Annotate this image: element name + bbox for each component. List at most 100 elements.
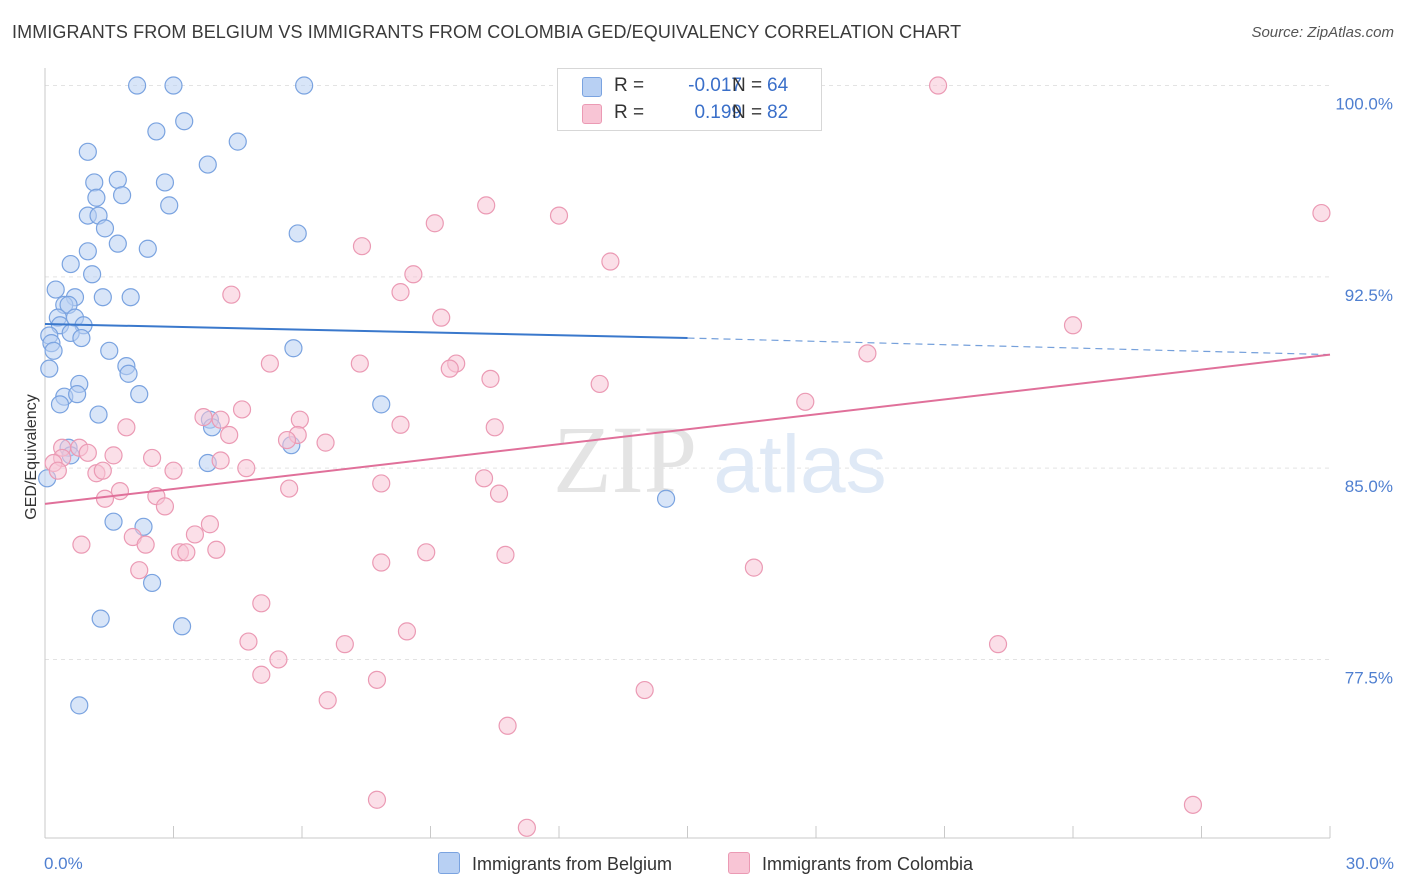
belgium-point <box>138 239 157 258</box>
y-tick-label: 100.0% <box>1335 95 1393 114</box>
belgium-point <box>228 132 247 151</box>
colombia-point <box>280 479 299 498</box>
belgium-point <box>119 364 138 383</box>
legend-label-belgium: Immigrants from Belgium <box>472 854 673 874</box>
colombia-point <box>440 359 459 378</box>
colombia-point <box>496 545 515 564</box>
belgium-point <box>93 288 112 307</box>
colombia-point <box>601 252 620 271</box>
belgium-point <box>72 328 91 348</box>
colombia-point <box>220 425 239 445</box>
belgium-point <box>160 196 179 215</box>
belgium-point <box>147 122 166 141</box>
colombia-point <box>372 553 391 572</box>
colombia-point <box>185 525 205 544</box>
colombia-point <box>988 635 1008 654</box>
colombia-point <box>110 481 130 501</box>
colombia-trend-line <box>44 353 1331 505</box>
legend-n-label: N = <box>732 75 763 96</box>
colombia-point <box>858 344 877 363</box>
belgium-point <box>112 186 132 205</box>
colombia-point <box>78 443 97 462</box>
colombia-point <box>477 196 496 215</box>
colombia-point <box>290 410 309 429</box>
belgium-point <box>100 341 119 360</box>
colombia-point <box>260 354 279 373</box>
colombia-point <box>928 76 948 95</box>
belgium-point <box>142 573 162 593</box>
legend-label-colombia: Immigrants from Colombia <box>762 854 974 874</box>
colombia-point <box>796 392 815 411</box>
colombia-point <box>1183 795 1203 814</box>
belgium-point <box>164 76 183 95</box>
colombia-point <box>72 535 91 554</box>
belgium-point <box>104 512 123 531</box>
belgium-point <box>87 188 106 207</box>
colombia-point <box>136 535 155 554</box>
legend-r-value: -0.017 <box>688 75 742 96</box>
watermark-zip: ZIP <box>553 406 697 513</box>
colombia-point <box>222 285 241 304</box>
colombia-point <box>367 670 387 689</box>
colombia-point <box>237 459 256 478</box>
colombia-point <box>489 484 509 503</box>
belgium-point <box>78 142 97 161</box>
grid-layer <box>45 85 1332 660</box>
colombia-point <box>164 461 183 480</box>
legend-swatch-belgium <box>582 77 602 97</box>
belgium-point <box>85 173 104 192</box>
colombia-point <box>744 558 763 577</box>
colombia-point <box>481 369 500 388</box>
legend-item-belgium[interactable]: Immigrants from Belgium <box>438 852 672 875</box>
colombia-point <box>590 374 609 394</box>
colombia-point <box>252 665 271 684</box>
colombia-point <box>425 214 444 233</box>
belgium-point <box>108 170 127 189</box>
x-tick-label-max: 30.0% <box>1346 854 1394 873</box>
legend-swatch-belgium <box>438 852 460 874</box>
axes-layer <box>44 68 1331 839</box>
colombia-point <box>367 790 387 809</box>
belgium-point <box>656 489 676 508</box>
y-axis-label: GED/Equivalency <box>23 394 40 519</box>
belgium-point <box>78 242 97 261</box>
trend-layer <box>44 323 1331 505</box>
legend-n-value: 82 <box>767 102 789 123</box>
colombia-point <box>404 265 423 284</box>
y-tick-label: 92.5% <box>1345 286 1393 305</box>
colombia-point <box>142 448 162 468</box>
colombia-point <box>474 469 494 488</box>
belgium-point <box>89 405 108 424</box>
y-tick-label: 85.0% <box>1345 477 1393 496</box>
belgium-point <box>44 341 63 360</box>
belgium-point <box>284 339 303 358</box>
belgium-point <box>198 155 217 174</box>
colombia-point <box>635 680 654 700</box>
colombia-point <box>350 354 369 373</box>
colombia-point <box>207 540 226 559</box>
belgium-point <box>50 395 70 414</box>
legend-n-value: 64 <box>767 75 789 96</box>
colombia-point <box>232 400 252 419</box>
belgium-point <box>372 395 391 414</box>
colombia-point <box>277 430 297 450</box>
legend-item-colombia[interactable]: Immigrants from Colombia <box>728 852 973 875</box>
belgium-point <box>91 609 110 628</box>
x-tick-label-min: 0.0% <box>44 854 83 873</box>
colombia-point <box>318 691 337 710</box>
legend-r-value: 0.199 <box>694 102 742 123</box>
source-credit: Source: ZipAtlas.com <box>1251 24 1394 41</box>
watermark: ZIP atlas <box>553 406 887 513</box>
watermark-atlas: atlas <box>713 419 886 510</box>
belgium-point <box>288 224 307 243</box>
legend-r-label: R = <box>614 75 645 96</box>
colombia-point <box>200 515 220 534</box>
belgium-point <box>83 265 102 284</box>
colombia-point <box>316 433 335 452</box>
colombia-point <box>194 408 213 427</box>
colombia-point <box>432 308 451 327</box>
legend-n-label: N = <box>732 102 763 123</box>
colombia-point <box>391 415 410 434</box>
colombia-point <box>485 418 504 437</box>
